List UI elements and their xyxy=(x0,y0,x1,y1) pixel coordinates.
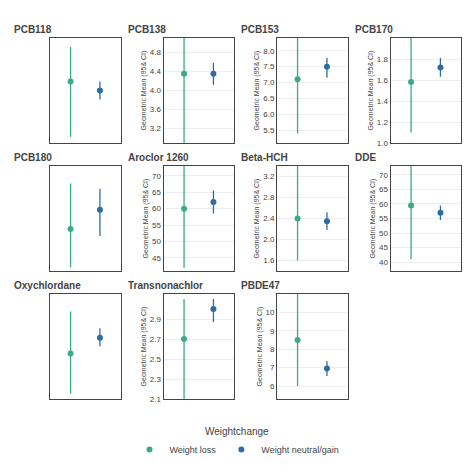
svg-text:2.4: 2.4 xyxy=(263,214,275,223)
svg-text:50: 50 xyxy=(379,229,388,238)
svg-text:4.0: 4.0 xyxy=(150,86,162,95)
svg-text:8.0: 8.0 xyxy=(263,47,275,56)
svg-text:PCB138: PCB138 xyxy=(128,24,166,35)
svg-text:Geometric Mean (95& CI): Geometric Mean (95& CI) xyxy=(140,307,148,387)
svg-text:3.6: 3.6 xyxy=(150,105,162,114)
svg-text:Geometric Mean (95& CI): Geometric Mean (95& CI) xyxy=(253,179,261,259)
svg-text:6: 6 xyxy=(270,382,275,391)
svg-text:PCB153: PCB153 xyxy=(241,24,279,35)
svg-text:55: 55 xyxy=(152,221,161,230)
svg-text:Aroclor 1260: Aroclor 1260 xyxy=(128,152,189,163)
svg-text:4.4: 4.4 xyxy=(150,67,162,76)
svg-text:Geometric Mean (95& CI): Geometric Mean (95& CI) xyxy=(253,51,261,131)
svg-text:70: 70 xyxy=(379,171,388,180)
svg-text:Geometric Mean (95& CI): Geometric Mean (95& CI) xyxy=(369,179,377,259)
svg-text:8: 8 xyxy=(270,345,275,354)
svg-text:65: 65 xyxy=(152,188,161,197)
svg-text:Geometric Mean (95& CI): Geometric Mean (95& CI) xyxy=(140,51,148,131)
svg-text:1.8: 1.8 xyxy=(377,55,389,64)
svg-text:Oxychlordane: Oxychlordane xyxy=(14,280,81,291)
svg-text:2.9: 2.9 xyxy=(150,315,162,324)
svg-text:2.1: 2.1 xyxy=(150,395,162,404)
svg-text:55: 55 xyxy=(379,214,388,223)
svg-text:Weight loss: Weight loss xyxy=(170,445,217,455)
svg-text:Beta-HCH: Beta-HCH xyxy=(241,152,288,163)
svg-text:1.2: 1.2 xyxy=(377,118,389,127)
svg-text:Geometric Mean (95& CI): Geometric Mean (95& CI) xyxy=(367,51,375,131)
svg-text:7.0: 7.0 xyxy=(263,78,275,87)
svg-text:PCB118: PCB118 xyxy=(14,24,52,35)
svg-text:1.4: 1.4 xyxy=(377,97,389,106)
svg-text:Transnonachlor: Transnonachlor xyxy=(128,280,203,291)
svg-text:PCB170: PCB170 xyxy=(355,24,393,35)
svg-text:6.5: 6.5 xyxy=(263,94,275,103)
svg-text:40: 40 xyxy=(379,258,388,267)
svg-text:1.6: 1.6 xyxy=(377,76,389,85)
svg-text:2.0: 2.0 xyxy=(263,235,275,244)
svg-text:60: 60 xyxy=(379,200,388,209)
svg-text:45: 45 xyxy=(152,254,161,263)
svg-text:DDE: DDE xyxy=(355,152,376,163)
svg-text:45: 45 xyxy=(379,243,388,252)
svg-text:Weight neutral/gain: Weight neutral/gain xyxy=(261,445,338,455)
svg-text:2.5: 2.5 xyxy=(150,355,162,364)
svg-text:4.8: 4.8 xyxy=(150,48,162,57)
svg-text:65: 65 xyxy=(379,185,388,194)
svg-text:9: 9 xyxy=(270,327,275,336)
svg-text:3.2: 3.2 xyxy=(263,172,275,181)
svg-text:PCB180: PCB180 xyxy=(14,152,52,163)
svg-text:7.5: 7.5 xyxy=(263,62,275,71)
svg-text:2.8: 2.8 xyxy=(263,193,275,202)
svg-text:2.3: 2.3 xyxy=(150,375,162,384)
svg-text:70: 70 xyxy=(152,172,161,181)
svg-text:1.0: 1.0 xyxy=(377,139,389,148)
svg-text:60: 60 xyxy=(152,204,161,213)
svg-text:Geometric Mean (95& CI): Geometric Mean (95& CI) xyxy=(142,179,150,259)
svg-text:50: 50 xyxy=(152,237,161,246)
svg-text:3.2: 3.2 xyxy=(150,124,162,133)
svg-text:PBDE47: PBDE47 xyxy=(241,280,280,291)
svg-text:6.0: 6.0 xyxy=(263,110,275,119)
svg-text:Geometric Mean (95& CI): Geometric Mean (95& CI) xyxy=(256,307,264,387)
svg-text:1.6: 1.6 xyxy=(263,256,275,265)
svg-text:5.5: 5.5 xyxy=(263,126,275,135)
svg-text:10: 10 xyxy=(265,308,274,317)
svg-text:2.7: 2.7 xyxy=(150,335,162,344)
svg-text:Weightchange: Weightchange xyxy=(205,426,269,437)
svg-text:7: 7 xyxy=(270,363,275,372)
